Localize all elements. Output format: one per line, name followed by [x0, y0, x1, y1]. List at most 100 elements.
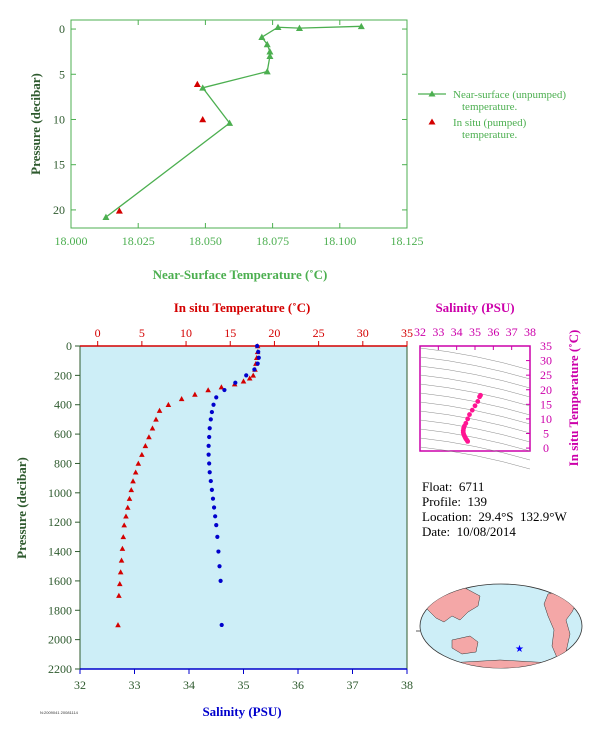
near-surface-chart: 18.000 18.025 18.050 18.075 18.100 18.125 0 5 1…	[28, 19, 566, 282]
near-surface-xtick-label: 18.000	[55, 234, 88, 248]
legend-marker-green	[428, 90, 436, 97]
near-surface-xtick-label: 18.125	[391, 234, 424, 248]
world-map: ★	[416, 583, 583, 669]
near-surface-xtick-label: 18.100	[323, 234, 356, 248]
density-contour	[419, 446, 531, 470]
legend-label-red-2: temperature.	[462, 129, 518, 141]
salinity-point	[255, 361, 260, 366]
ts-xtick-label: 34	[451, 325, 463, 339]
salinity-point	[206, 443, 211, 448]
density-contour	[419, 401, 531, 425]
profile-chart: 0 5 10 15 20 25 30 35 32 33 34 35 36 37 38 0 200 400 600…	[14, 300, 413, 719]
profile-ytick-label: 800	[54, 456, 72, 470]
ts-point	[472, 403, 478, 409]
near-surface-ytick-label: 10	[53, 112, 65, 126]
salinity-point	[214, 523, 219, 528]
near-surface-point	[357, 22, 365, 30]
temperature-point	[117, 569, 124, 575]
temperature-point	[146, 434, 152, 440]
profile-bottom-tick-label: 34	[183, 678, 195, 692]
salinity-point	[210, 496, 216, 501]
temperature-point	[123, 513, 129, 519]
ts-ytick-label: 30	[540, 354, 552, 368]
profile-plot-area	[79, 345, 408, 670]
profile-ytick-label: 200	[54, 368, 72, 382]
salinity-point	[233, 380, 238, 385]
profile-bottom-tick-label: 32	[74, 678, 86, 692]
temperature-point	[165, 401, 172, 407]
ts-point	[465, 416, 471, 422]
salinity-point	[214, 395, 219, 400]
salinity-point	[218, 578, 223, 584]
ts-xtick-label: 37	[506, 325, 518, 339]
salinity-point	[209, 487, 214, 492]
profile-top-tick-label: 5	[139, 326, 145, 340]
temperature-point	[156, 407, 163, 413]
near-surface-point	[266, 48, 274, 55]
ts-point	[465, 438, 471, 444]
profile-bottom-label: Salinity (PSU)	[202, 704, 281, 719]
near-surface-ylabel: Pressure (decibar)	[28, 73, 43, 175]
salinity-point	[215, 534, 220, 539]
near-surface-ytick-label: 0	[59, 22, 65, 36]
density-contour	[419, 383, 531, 407]
profile-top-label: In situ Temperature (˚C)	[174, 300, 311, 315]
near-surface-plot-frame	[70, 19, 408, 229]
salinity-point	[208, 478, 213, 484]
near-surface-point	[263, 68, 271, 75]
near-surface-ytick-label: 5	[59, 67, 65, 81]
salinity-point	[216, 549, 221, 554]
profile-top-tick-label: 35	[401, 326, 413, 340]
near-surface-legend: Near-surface (unpumped) temperature. In …	[418, 89, 566, 141]
profile-top-tick-label: 15	[224, 326, 236, 340]
near-surface-point	[258, 33, 266, 40]
profile-bottom-tick-label: 35	[238, 678, 250, 692]
temperature-point	[118, 557, 125, 563]
info-profile: Profile: 139	[422, 494, 487, 509]
density-contour	[419, 437, 531, 461]
map-land-antarctica	[429, 659, 571, 668]
near-surface-point	[199, 84, 207, 91]
temperature-point	[142, 443, 149, 449]
salinity-point	[211, 505, 217, 510]
temperature-point	[246, 375, 253, 381]
temperature-point	[178, 396, 185, 402]
temperature-point	[119, 545, 126, 551]
info-date: Date: 10/08/2014	[422, 524, 516, 539]
density-contour	[419, 428, 531, 452]
in-situ-point	[199, 115, 207, 123]
profile-bottom-tick-label: 38	[401, 678, 413, 692]
near-surface-xtick-label: 18.050	[189, 234, 222, 248]
near-surface-xtick-label: 18.075	[256, 234, 289, 248]
footer-text: N:2009041 20081114	[40, 710, 78, 715]
ts-point	[469, 407, 475, 413]
in-situ-point	[193, 80, 201, 88]
near-surface-point	[274, 23, 282, 31]
profile-ytick-label: 1000	[48, 486, 72, 500]
temperature-point	[116, 592, 122, 598]
temperature-point	[132, 469, 139, 475]
profile-top-tick-label: 10	[180, 326, 192, 340]
temperature-point	[120, 534, 127, 540]
info-location: Location: 29.4°S 132.9°W	[422, 509, 567, 524]
salinity-point	[217, 564, 222, 569]
profile-top-tick-label: 0	[95, 326, 101, 340]
profile-ytick-label: 1400	[48, 545, 72, 559]
salinity-point	[219, 622, 224, 628]
ts-xtick-label: 32	[414, 325, 426, 339]
ts-ytick-label: 5	[543, 427, 549, 441]
temperature-point	[153, 416, 159, 422]
near-surface-xtick-label: 18.025	[122, 234, 155, 248]
near-surface-ytick-label: 20	[53, 203, 65, 217]
in-situ-point	[115, 207, 123, 214]
ts-ytick-label: 10	[540, 412, 552, 426]
ts-ytick-label: 35	[540, 339, 552, 353]
temperature-point	[135, 460, 142, 466]
ts-plot-area	[419, 345, 531, 452]
salinity-point	[207, 470, 212, 475]
salinity-point	[208, 417, 213, 422]
temperature-point	[139, 451, 145, 457]
profile-ytick-label: 1200	[48, 515, 72, 529]
density-contour	[419, 419, 531, 443]
profile-bottom-tick-label: 37	[347, 678, 359, 692]
